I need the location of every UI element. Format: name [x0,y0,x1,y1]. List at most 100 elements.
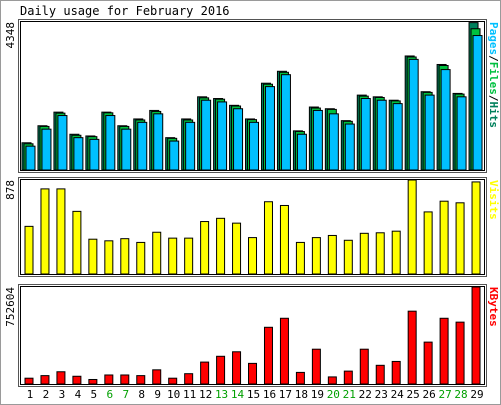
visits-bar-day-28 [455,202,465,275]
kbytes-bar-day-16 [263,326,273,385]
visits-bar-day-4 [72,210,82,275]
kbytes-bar-day-27 [439,317,449,385]
visits-bar-day-14 [232,222,242,275]
pages-bar-day-13 [217,101,228,171]
visits-bar-day-24 [391,230,401,275]
day-label-22: 22 [359,388,372,401]
kbytes-bar-day-15 [248,362,258,385]
visits-bar-day-20 [327,234,337,275]
day-label-2: 2 [43,388,50,401]
kbytes-frame-outer [18,284,487,387]
pages-bar-day-26 [424,94,435,171]
kbytes-bar-day-29 [471,286,481,385]
kbytes-bar-day-9 [152,369,162,385]
day-labels: 1 2 3 4 5 6 7 8 9 10 11 12 13 14 15 16 17 18 19 20 21 22 23 24 2… [27,388,484,401]
visits-bar-day-17 [279,204,289,275]
pages-bar-day-1 [25,145,36,171]
visits-bar-day-16 [263,201,273,275]
kbytes-ymax-label: 752604 [4,287,17,327]
kbytes-bar-day-13 [216,355,226,385]
pages-bar-day-7 [121,128,132,171]
visits-bar-day-12 [200,221,210,275]
pages-bar-day-28 [456,96,467,171]
pages-bar-day-17 [280,74,291,171]
day-label-17: 17 [279,388,292,401]
visits-bar-day-2 [40,188,50,275]
day-label-4: 4 [75,388,82,401]
kbytes-bar-day-26 [423,341,433,385]
kbytes-bar-day-2 [40,375,50,385]
kbytes-bar-day-8 [136,375,146,385]
visits-frame-outer [18,177,487,277]
day-label-7: 7 [122,388,129,401]
visits-bar-day-26 [423,211,433,275]
pages-bar-day-29 [472,35,483,171]
usage-frame-outer [18,19,487,173]
day-label-24: 24 [391,388,405,401]
usage-side-label-part-3: / [487,95,500,102]
pages-bar-day-23 [376,99,387,171]
kbytes-bar-day-23 [375,364,385,385]
visits-bar-day-8 [136,241,146,275]
visits-bar-day-13 [216,217,226,275]
kbytes-bar-day-7 [120,374,130,385]
pages-bar-day-8 [137,121,148,171]
day-label-12: 12 [199,388,212,401]
pages-bar-day-27 [440,69,451,171]
pages-bar-day-25 [408,58,419,171]
pages-bar-day-14 [233,108,244,171]
visits-bar-day-3 [56,188,66,275]
visits-bar-day-29 [471,181,481,275]
kbytes-bar-day-18 [295,371,305,385]
visits-bar-day-19 [311,237,321,275]
day-label-15: 15 [247,388,260,401]
kbytes-bar-day-21 [343,370,353,385]
kbytes-bar-day-17 [279,317,289,385]
kbytes-bar-day-1 [24,377,34,385]
visits-ymax-label: 878 [4,180,17,200]
kbytes-bar-day-22 [359,348,369,385]
visits-side-label: Visits [487,180,500,220]
pages-bar-day-16 [264,86,275,171]
pages-bar-day-2 [41,128,52,171]
usage-side-label-part-2: Files [487,62,500,95]
pages-bar-day-10 [169,140,180,171]
kbytes-bar-day-11 [184,373,194,385]
pages-bar-day-15 [249,121,260,171]
usage-side-label-part-1: / [487,55,500,62]
day-label-21: 21 [343,388,356,401]
pages-bar-day-22 [360,98,371,171]
visits-bar-day-21 [343,239,353,275]
pages-bar-day-4 [73,137,84,171]
kbytes-bar-day-10 [168,377,178,385]
visits-bar-day-27 [439,200,449,275]
pages-bar-day-24 [392,103,403,171]
visits-bar-day-10 [168,237,178,275]
visits-bar-day-6 [104,240,114,275]
kbytes-bar-day-6 [104,374,114,385]
day-label-3: 3 [59,388,66,401]
pages-bar-day-20 [328,113,339,171]
kbytes-panel: 752604 KBytes [4,284,500,387]
visits-bar-day-7 [120,238,130,275]
visits-bar-day-1 [24,225,34,275]
visits-panel: 878 Visits [4,177,500,277]
pages-bar-day-5 [89,138,100,171]
visits-bar-day-11 [184,237,194,275]
day-label-20: 20 [327,388,340,401]
visits-side-label-part-0: Visits [487,180,500,220]
day-label-29: 29 [470,388,483,401]
day-label-16: 16 [263,388,276,401]
day-label-5: 5 [91,388,98,401]
kbytes-bar-day-14 [232,351,242,385]
day-label-6: 6 [106,388,113,401]
usage-ymax-label: 4348 [4,22,17,49]
visits-bar-day-9 [152,231,162,275]
day-label-1: 1 [27,388,34,401]
pages-bar-day-12 [201,99,212,171]
kbytes-bar-day-20 [327,376,337,385]
day-label-10: 10 [167,388,180,401]
day-label-11: 11 [183,388,196,401]
pages-bar-day-19 [312,109,323,171]
visits-bar-day-22 [359,232,369,275]
